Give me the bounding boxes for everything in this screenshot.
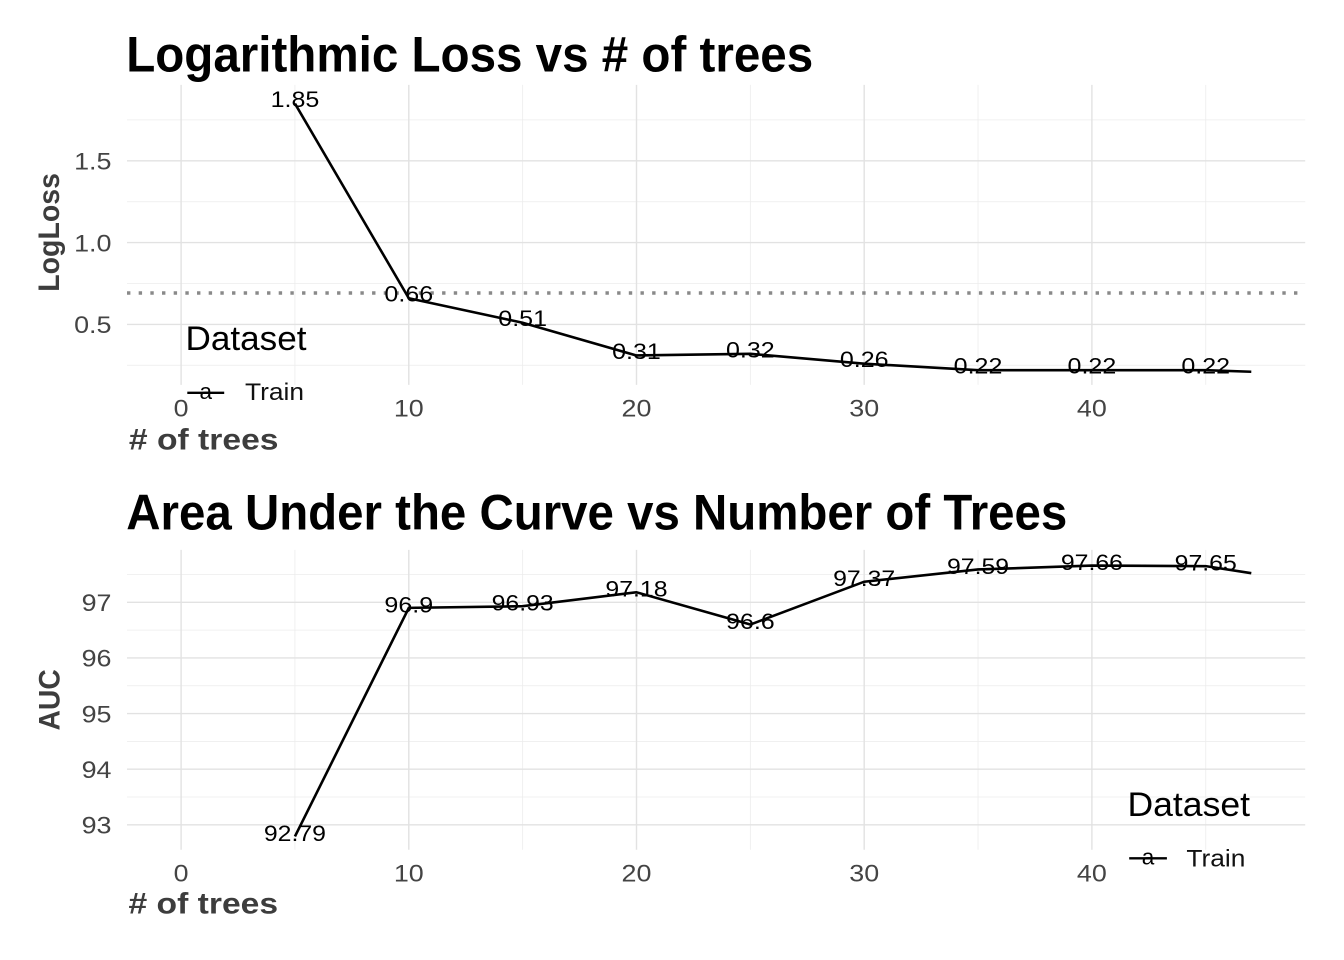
svg-text:0.66: 0.66: [384, 282, 433, 307]
svg-text:97.59: 97.59: [947, 554, 1009, 579]
svg-text:1.0: 1.0: [74, 230, 111, 257]
svg-text:96.93: 96.93: [492, 591, 554, 616]
svg-text:Dataset: Dataset: [1128, 786, 1251, 824]
svg-text:97.65: 97.65: [1175, 551, 1237, 576]
svg-text:Area Under the Curve vs Number: Area Under the Curve vs Number of Trees: [126, 485, 1067, 541]
svg-text:93: 93: [82, 813, 112, 840]
svg-text:97.66: 97.66: [1061, 550, 1123, 575]
svg-text:Dataset: Dataset: [186, 320, 308, 358]
svg-text:0: 0: [174, 396, 189, 423]
svg-text:0.51: 0.51: [498, 306, 547, 331]
svg-text:Train: Train: [245, 379, 304, 406]
svg-text:30: 30: [849, 396, 879, 423]
svg-text:a: a: [1142, 845, 1155, 870]
svg-text:0: 0: [174, 860, 189, 887]
svg-text:30: 30: [849, 860, 879, 887]
svg-text:0.31: 0.31: [612, 339, 661, 364]
svg-text:0.26: 0.26: [840, 347, 889, 372]
svg-text:# of trees: # of trees: [129, 424, 279, 457]
svg-text:1.85: 1.85: [271, 87, 320, 112]
svg-text:1.5: 1.5: [74, 149, 111, 176]
svg-text:20: 20: [622, 396, 652, 423]
svg-text:# of trees: # of trees: [129, 888, 279, 921]
svg-text:Train: Train: [1186, 845, 1245, 872]
svg-text:96.9: 96.9: [384, 592, 433, 617]
svg-text:40: 40: [1077, 396, 1107, 423]
svg-text:96.6: 96.6: [726, 609, 775, 634]
svg-text:97.37: 97.37: [833, 566, 895, 591]
svg-text:40: 40: [1077, 860, 1107, 887]
svg-text:AUC: AUC: [33, 669, 66, 730]
svg-text:10: 10: [394, 396, 424, 423]
svg-text:95: 95: [82, 701, 112, 728]
svg-text:0.5: 0.5: [74, 312, 111, 339]
svg-text:0.22: 0.22: [1068, 354, 1117, 379]
svg-text:LogLoss: LogLoss: [33, 173, 66, 292]
svg-text:97.18: 97.18: [605, 577, 667, 602]
svg-text:94: 94: [82, 757, 112, 784]
svg-text:97: 97: [82, 590, 112, 617]
svg-text:0.22: 0.22: [1181, 354, 1230, 379]
svg-text:Logarithmic Loss vs # of trees: Logarithmic Loss vs # of trees: [126, 27, 813, 83]
svg-text:10: 10: [394, 860, 424, 887]
svg-text:a: a: [199, 379, 212, 404]
svg-text:92.79: 92.79: [264, 821, 326, 846]
svg-text:20: 20: [622, 860, 652, 887]
svg-text:0.32: 0.32: [726, 337, 775, 362]
svg-text:0.22: 0.22: [954, 354, 1003, 379]
svg-text:96: 96: [82, 646, 112, 673]
